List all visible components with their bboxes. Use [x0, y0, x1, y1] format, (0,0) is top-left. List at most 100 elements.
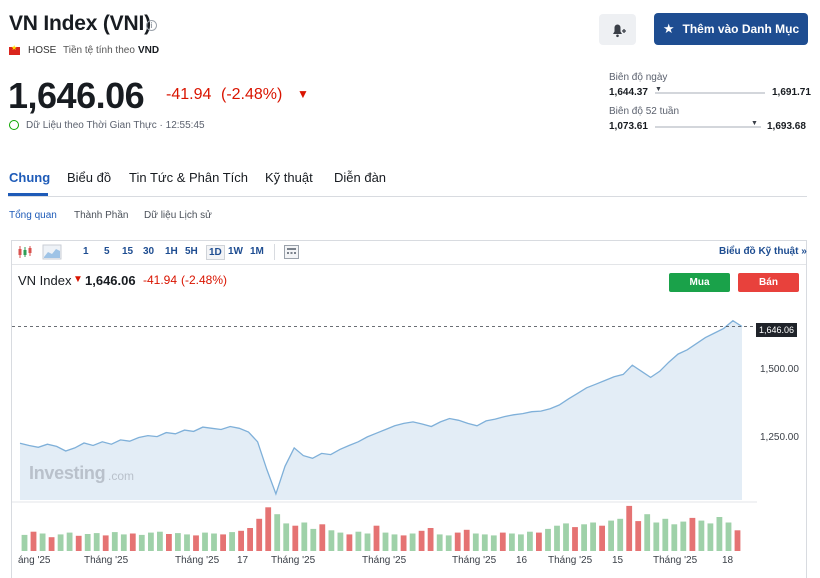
buy-button[interactable]: Mua [669, 273, 730, 292]
volume-bar [490, 535, 497, 551]
volume-bar [581, 524, 587, 551]
currency-value: VND [138, 45, 160, 56]
volume-bar [617, 518, 624, 551]
currency-label: Tiền tệ tính theo [63, 45, 135, 56]
chart-legend-name: VN Index [18, 273, 72, 288]
watchlist-button-label: Thêm vào Danh Mục [682, 22, 800, 36]
price-area-fill [20, 320, 742, 500]
tab-technical[interactable]: Kỹ thuật [265, 170, 313, 185]
volume-bar [518, 534, 524, 551]
price-change-percent: (-2.48%) [221, 86, 283, 103]
bell-plus-icon [613, 24, 626, 38]
volume-bar [734, 530, 741, 551]
volume-bar [337, 532, 344, 551]
volume-bar [292, 525, 299, 551]
volume-bar [716, 517, 723, 551]
vietnam-flag-icon [9, 44, 20, 55]
tab-news-analysis[interactable]: Tin Tức & Phân Tích [129, 170, 249, 185]
volume-bar [545, 528, 551, 551]
interval-5[interactable]: 5 [104, 246, 110, 257]
interval-1w[interactable]: 1W [228, 246, 243, 257]
day-range-low: 1,644.37 [609, 87, 648, 98]
toolbar-separator [274, 244, 275, 260]
volume-bar [138, 534, 145, 551]
volume-bar [671, 524, 678, 551]
volume-bar [310, 528, 317, 551]
volume-bar [283, 523, 290, 551]
interval-15[interactable]: 15 [122, 246, 134, 257]
volume-bar [238, 530, 244, 551]
technical-chart-link[interactable]: Biểu đồ Kỹ thuật » [719, 246, 807, 257]
day-range-bar [655, 92, 765, 94]
volume-bar [608, 520, 614, 551]
y-tick-1250: 1,250.00 [760, 432, 799, 443]
chart-legend-change-percent: (-2.48%) [181, 273, 228, 287]
price-chart[interactable] [12, 300, 757, 555]
down-arrow-icon: ▼ [297, 87, 309, 101]
interval-1[interactable]: 1 [83, 246, 89, 257]
volume-bar [202, 532, 208, 551]
x-tick: 17 [237, 555, 249, 566]
sell-button[interactable]: Bán [738, 273, 799, 292]
volume-bar [319, 524, 326, 551]
legend-down-arrow-icon: ▼ [73, 274, 83, 285]
volume-bar [590, 522, 596, 551]
volume-bar [499, 532, 506, 551]
volume-bar [75, 535, 82, 551]
chart-legend-change: -41.94 [143, 273, 178, 287]
volume-bar [725, 522, 732, 551]
volume-bar [554, 525, 560, 551]
interval-1m[interactable]: 1M [250, 246, 264, 257]
volume-bar [184, 534, 190, 551]
x-tick: Tháng '25 [175, 555, 220, 566]
x-tick: áng '25 [18, 555, 51, 566]
week52-range-low: 1,073.61 [609, 121, 648, 132]
interval-5h[interactable]: 5H [185, 246, 198, 257]
volume-bar [427, 528, 434, 551]
day-range-high: 1,691.71 [772, 87, 811, 98]
chart-container [11, 240, 807, 578]
volume-bar [463, 529, 470, 551]
candlestick-icon[interactable] [18, 246, 32, 258]
calculator-icon[interactable] [284, 245, 299, 259]
interval-30[interactable]: 30 [143, 246, 155, 257]
volume-bar [247, 528, 253, 551]
watermark-brand: Investing [29, 463, 106, 483]
exchange-label: HOSE [28, 45, 57, 56]
toolbar-divider [12, 264, 806, 265]
x-tick: Tháng '25 [271, 555, 316, 566]
star-icon: ★ [662, 21, 675, 36]
day-range-label: Biên độ ngày [609, 72, 668, 83]
volume-bar [111, 532, 118, 551]
volume-bar [57, 534, 64, 551]
tab-overview[interactable]: Chung [9, 170, 51, 185]
subtab-components[interactable]: Thành Phần [74, 210, 129, 221]
volume-bar [536, 532, 542, 551]
tab-chart[interactable]: Biểu đồ [67, 170, 112, 185]
x-tick: 18 [722, 555, 734, 566]
volume-bar [166, 534, 172, 551]
volume-bar [48, 537, 55, 551]
add-to-watchlist-button[interactable]: ★ Thêm vào Danh Mục [654, 13, 808, 45]
tab-forum[interactable]: Diễn đàn [334, 170, 387, 185]
area-chart-icon[interactable] [42, 244, 62, 260]
subtab-summary[interactable]: Tổng quan [9, 210, 57, 221]
chart-legend-price: 1,646.06 [85, 273, 136, 288]
interval-1h[interactable]: 1H [165, 246, 178, 257]
volume-bar [563, 523, 569, 551]
y-tick-1500: 1,500.00 [760, 364, 799, 375]
interval-1d[interactable]: 1D [206, 245, 225, 260]
add-alert-button[interactable] [599, 14, 636, 45]
volume-bar [84, 534, 91, 551]
x-tick: Tháng '25 [84, 555, 129, 566]
x-tick: Tháng '25 [362, 555, 407, 566]
volume-bar [418, 530, 425, 551]
volume-bar [102, 535, 109, 551]
volume-bar [21, 534, 28, 551]
info-icon[interactable]: i [146, 20, 157, 31]
volume-bar [527, 531, 533, 551]
volume-bar [355, 531, 362, 551]
subtab-historical-data[interactable]: Dữ liệu Lịch sử [144, 210, 212, 221]
volume-bar [274, 514, 281, 551]
day-range-marker-icon: ▼ [655, 86, 662, 93]
